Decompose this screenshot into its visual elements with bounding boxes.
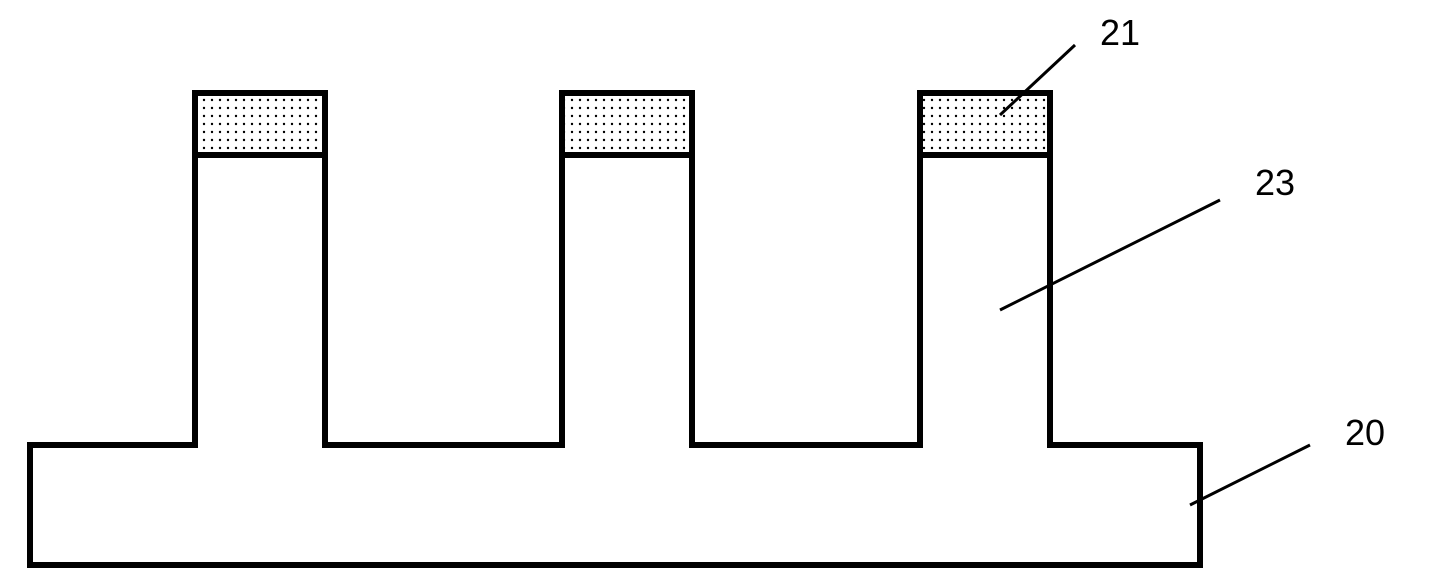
- cap-layer: [562, 93, 692, 155]
- cap-layer: [195, 93, 325, 155]
- cap-layer: [920, 93, 1050, 155]
- cap-label: 21: [1100, 12, 1140, 53]
- pillar-label: 23: [1255, 162, 1295, 203]
- substrate-outline: [30, 155, 1200, 565]
- cross-section-diagram: 21 23 20: [0, 0, 1433, 584]
- pillar-leader: [1000, 200, 1220, 310]
- substrate-leader: [1190, 445, 1310, 505]
- substrate-label: 20: [1345, 412, 1385, 453]
